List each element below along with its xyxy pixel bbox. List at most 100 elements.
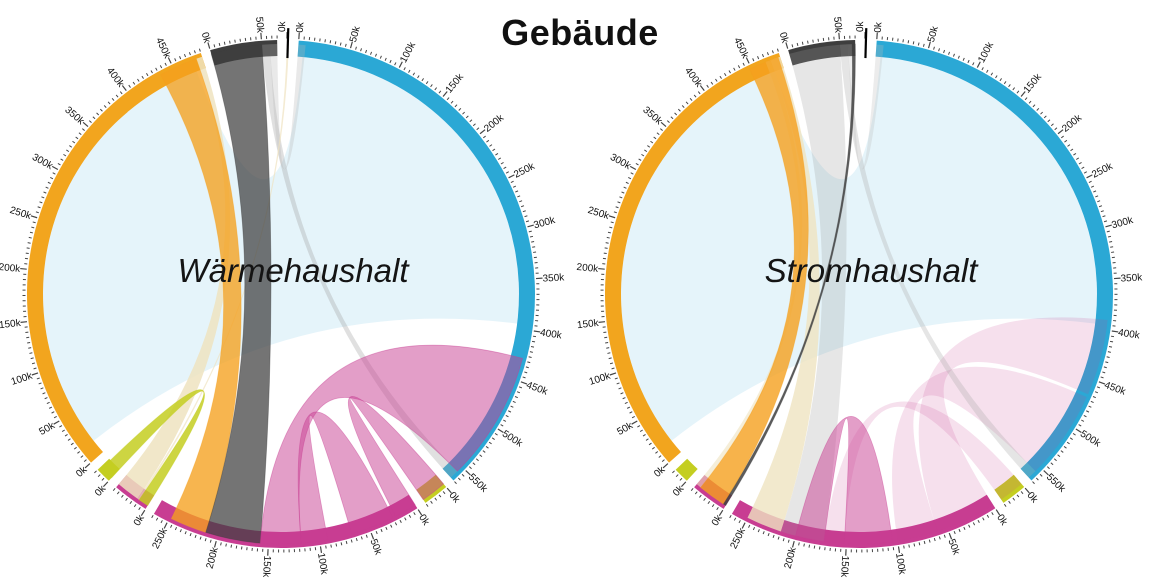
- minor-tick: [115, 94, 119, 98]
- minor-tick: [626, 406, 631, 409]
- tick-label: 0k: [710, 512, 725, 528]
- tick-label: 400k: [1117, 327, 1141, 341]
- minor-tick: [510, 180, 514, 183]
- major-tick: [527, 224, 534, 228]
- minor-tick: [1043, 115, 1047, 119]
- minor-tick: [50, 177, 54, 180]
- minor-tick: [1032, 104, 1036, 108]
- minor-tick: [78, 132, 82, 136]
- minor-tick: [454, 104, 458, 108]
- minor-tick: [101, 477, 105, 481]
- minor-tick: [604, 247, 608, 249]
- major-tick: [609, 372, 617, 376]
- minor-tick: [651, 446, 655, 450]
- major-tick: [102, 481, 109, 488]
- minor-tick: [1024, 97, 1028, 101]
- minor-tick: [198, 48, 201, 52]
- tick-label: 350k: [640, 105, 664, 128]
- minor-tick: [365, 534, 368, 538]
- minor-tick: [957, 55, 960, 59]
- major-tick: [699, 85, 705, 92]
- major-tick: [897, 546, 901, 553]
- major-tick: [1111, 330, 1119, 333]
- chord-diagram-waerme: 0k 50k 100k 150k 200k 250k 300k 350k 400k 450k 500…: [0, 16, 566, 578]
- tick-label: 50k: [367, 538, 383, 558]
- tick-label: 0k: [671, 483, 687, 499]
- minor-tick: [170, 524, 173, 528]
- minor-tick: [1046, 466, 1050, 470]
- minor-tick: [450, 100, 454, 104]
- minor-tick: [724, 73, 727, 77]
- minor-tick: [943, 49, 946, 54]
- minor-tick: [218, 42, 221, 47]
- minor-tick: [528, 230, 532, 233]
- minor-tick: [390, 524, 393, 528]
- minor-tick: [425, 81, 429, 85]
- major-tick: [1086, 174, 1093, 179]
- major-tick: [948, 532, 953, 540]
- minor-tick: [389, 59, 392, 64]
- minor-tick: [531, 340, 536, 343]
- minor-tick: [519, 200, 523, 203]
- minor-tick: [335, 543, 338, 547]
- major-tick: [660, 121, 667, 128]
- major-tick: [520, 381, 528, 385]
- minor-tick: [32, 221, 36, 224]
- major-tick: [51, 165, 59, 171]
- minor-tick: [752, 526, 756, 531]
- minor-tick: [706, 84, 709, 88]
- minor-tick: [179, 56, 182, 60]
- minor-tick: [1050, 462, 1054, 466]
- minor-tick: [345, 540, 348, 545]
- minor-tick: [517, 195, 521, 198]
- minor-tick: [472, 123, 476, 127]
- minor-tick: [67, 438, 71, 441]
- minor-tick: [1047, 119, 1051, 123]
- minor-tick: [492, 148, 496, 152]
- minor-tick: [624, 401, 628, 405]
- minor-tick: [991, 512, 994, 516]
- minor-tick: [782, 538, 785, 542]
- minor-tick: [1109, 241, 1113, 243]
- minor-tick: [912, 41, 915, 45]
- minor-tick: [469, 119, 473, 123]
- tick-label: 0k: [93, 483, 109, 499]
- minor-tick: [1003, 81, 1007, 85]
- minor-tick: [661, 459, 665, 462]
- minor-tick: [412, 72, 416, 76]
- minor-tick: [766, 52, 769, 56]
- minor-tick: [430, 84, 433, 88]
- minor-tick: [508, 410, 512, 413]
- minor-tick: [194, 534, 197, 538]
- minor-tick: [530, 346, 535, 348]
- minor-tick: [512, 400, 516, 404]
- tick-label: 100k: [893, 552, 907, 576]
- minor-tick: [374, 53, 377, 57]
- minor-tick: [59, 425, 63, 428]
- minor-tick: [613, 211, 617, 214]
- major-tick: [140, 509, 146, 516]
- minor-tick: [672, 470, 675, 474]
- minor-tick: [1067, 144, 1071, 147]
- minor-tick: [777, 536, 780, 540]
- chord-diagram-strom: 0k 50k 100k 150k 200k 250k 300k 350k 400k 450k 500…: [576, 16, 1144, 578]
- minor-tick: [204, 538, 207, 542]
- minor-tick: [107, 101, 111, 105]
- minor-tick: [379, 55, 382, 59]
- minor-tick: [468, 466, 472, 470]
- minor-tick: [503, 166, 507, 169]
- tick-label: 150k: [444, 71, 467, 96]
- minor-tick: [670, 116, 674, 120]
- minor-tick: [494, 433, 498, 436]
- minor-tick: [796, 42, 799, 47]
- minor-tick: [631, 415, 635, 419]
- minor-tick: [465, 115, 469, 119]
- minor-tick: [918, 542, 921, 546]
- minor-tick: [655, 451, 659, 454]
- minor-tick: [1053, 458, 1057, 462]
- minor-tick: [53, 415, 57, 419]
- tick-label: 0k: [1024, 490, 1040, 506]
- minor-tick: [986, 69, 989, 73]
- minor-tick: [1106, 356, 1110, 358]
- minor-tick: [174, 526, 178, 531]
